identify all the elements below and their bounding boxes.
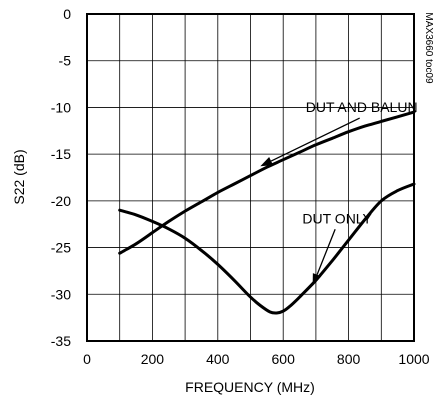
y-tick-label: -25 xyxy=(51,240,71,256)
x-tick-label: 800 xyxy=(337,351,361,367)
x-tick-label: 200 xyxy=(141,351,165,367)
annotation-arrow-dut-only xyxy=(316,229,336,275)
y-axis-title: S22 (dB) xyxy=(11,149,27,204)
annotation-arrow-dut-and-balun xyxy=(270,117,360,162)
series-layer xyxy=(118,110,416,315)
series-line-dut-only xyxy=(118,182,416,315)
y-tick-label: -15 xyxy=(51,146,71,162)
side-id-label: MAX3660 toc09 xyxy=(423,12,434,84)
grid xyxy=(87,14,414,341)
y-tick-label: -30 xyxy=(51,286,71,302)
y-tick-label: -10 xyxy=(51,99,71,115)
y-tick-labels: 0 -5 -10 -15 -20 -25 -30 -35 xyxy=(51,6,71,349)
x-tick-label: 400 xyxy=(206,351,230,367)
y-tick-label: 0 xyxy=(63,6,71,22)
series-line-dut-and-balun xyxy=(118,110,416,255)
annotation-arrowhead-dut-and-balun xyxy=(260,157,274,167)
x-tick-label: 0 xyxy=(83,351,91,367)
annotation-dut-and-balun: DUT AND BALUN xyxy=(306,99,418,115)
x-tick-label: 600 xyxy=(272,351,296,367)
x-axis-title: FREQUENCY (MHz) xyxy=(185,379,315,395)
x-tick-labels: 0 200 400 600 800 1000 xyxy=(83,351,430,367)
y-tick-label: -5 xyxy=(59,53,72,69)
y-tick-label: -35 xyxy=(51,333,71,349)
annotation-arrowhead-dut-only xyxy=(312,273,322,286)
annotation-layer: DUT AND BALUN DUT ONLY xyxy=(260,99,418,286)
y-tick-label: -20 xyxy=(51,193,71,209)
annotation-dut-only: DUT ONLY xyxy=(302,210,372,226)
x-tick-label: 1000 xyxy=(398,351,429,367)
